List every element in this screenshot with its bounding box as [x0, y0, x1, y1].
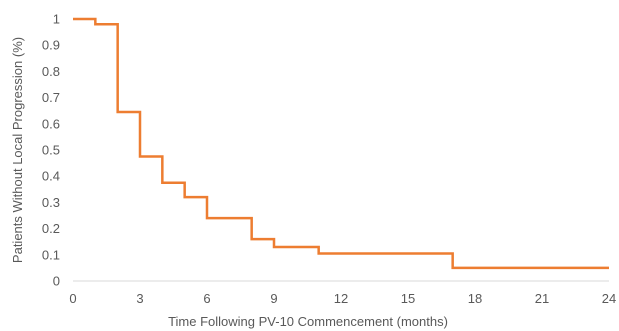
y-tick-labels: 0 0.1 0.2 0.3 0.4 0.5 0.6 0.7 0.8 0.9 1 [42, 12, 60, 289]
y-tick-label: 0.7 [42, 90, 60, 105]
x-tick-label: 18 [468, 291, 482, 306]
y-axis-title: Patients Without Local Progression (%) [10, 37, 25, 263]
y-tick-label: 0.1 [42, 247, 60, 262]
y-tick-label: 0.8 [42, 64, 60, 79]
y-tick-label: 0 [53, 274, 60, 289]
x-tick-label: 12 [334, 291, 348, 306]
x-tick-label: 6 [203, 291, 210, 306]
y-tick-label: 0.2 [42, 221, 60, 236]
x-tick-label: 21 [535, 291, 549, 306]
y-tick-label: 0.5 [42, 143, 60, 158]
x-tick-labels: 0 3 6 9 12 15 18 21 24 [69, 291, 616, 306]
y-tick-label: 0.4 [42, 169, 60, 184]
series-group [73, 17, 609, 270]
x-tick-label: 15 [401, 291, 415, 306]
x-axis-title: Time Following PV-10 Commencement (month… [168, 314, 448, 329]
y-tick-label: 1 [53, 12, 60, 27]
y-tick-label: 0.6 [42, 116, 60, 131]
x-tick-label: 3 [136, 291, 143, 306]
x-tick-label: 24 [602, 291, 616, 306]
x-tick-label: 0 [69, 291, 76, 306]
survival-step-line [73, 17, 609, 270]
y-tick-label: 0.9 [42, 38, 60, 53]
y-tick-label: 0.3 [42, 195, 60, 210]
x-tick-label: 9 [270, 291, 277, 306]
